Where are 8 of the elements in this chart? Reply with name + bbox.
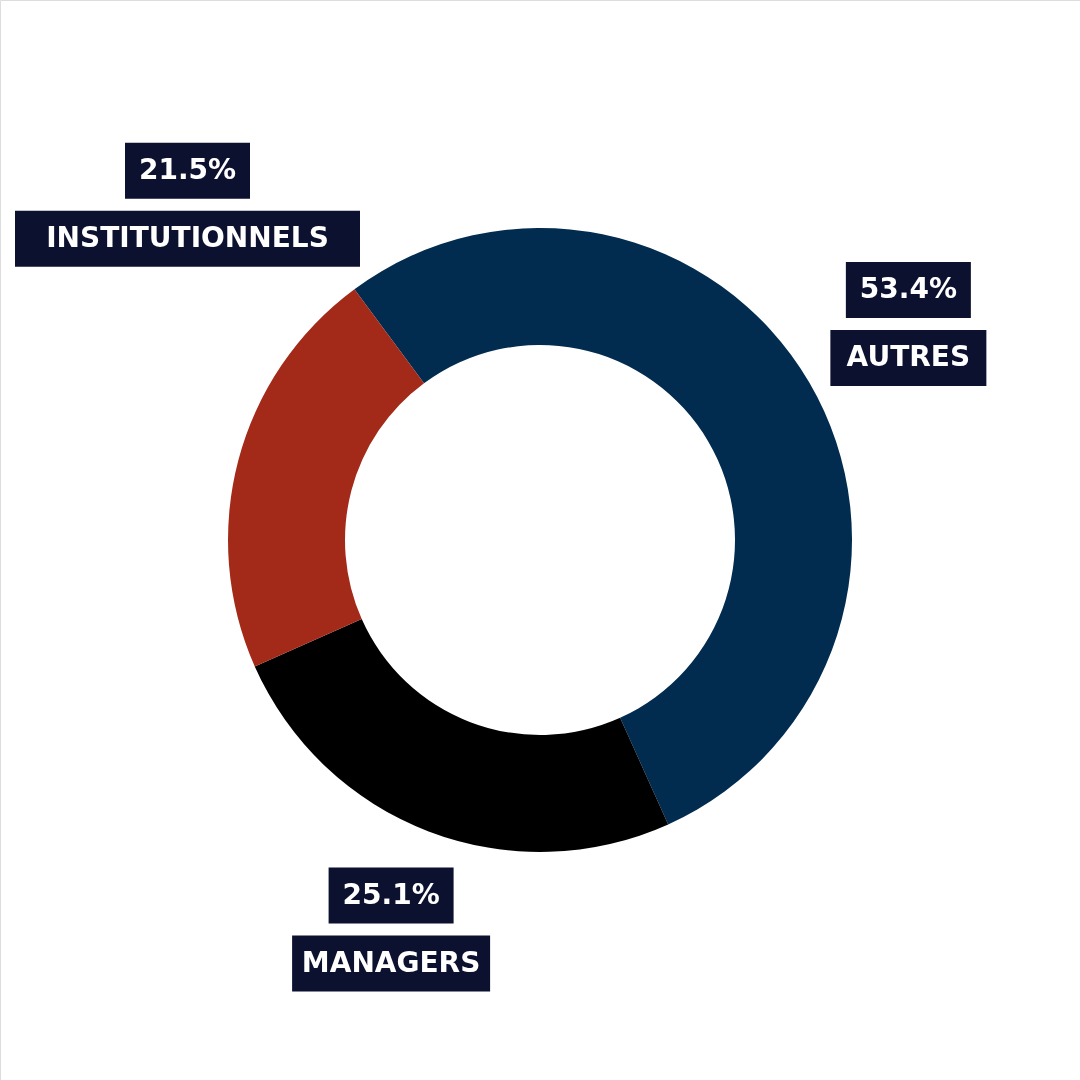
data-label: 53.4%	[859, 272, 957, 306]
slice-label: AUTRES	[846, 340, 971, 374]
donut-slice	[254, 619, 669, 852]
slice-label: INSTITUTIONNELS	[46, 220, 329, 254]
data-label: 25.1%	[342, 877, 440, 911]
donut-slice	[228, 289, 425, 667]
slice-label: MANAGERS	[301, 945, 481, 979]
data-label: 21.5%	[138, 152, 237, 186]
